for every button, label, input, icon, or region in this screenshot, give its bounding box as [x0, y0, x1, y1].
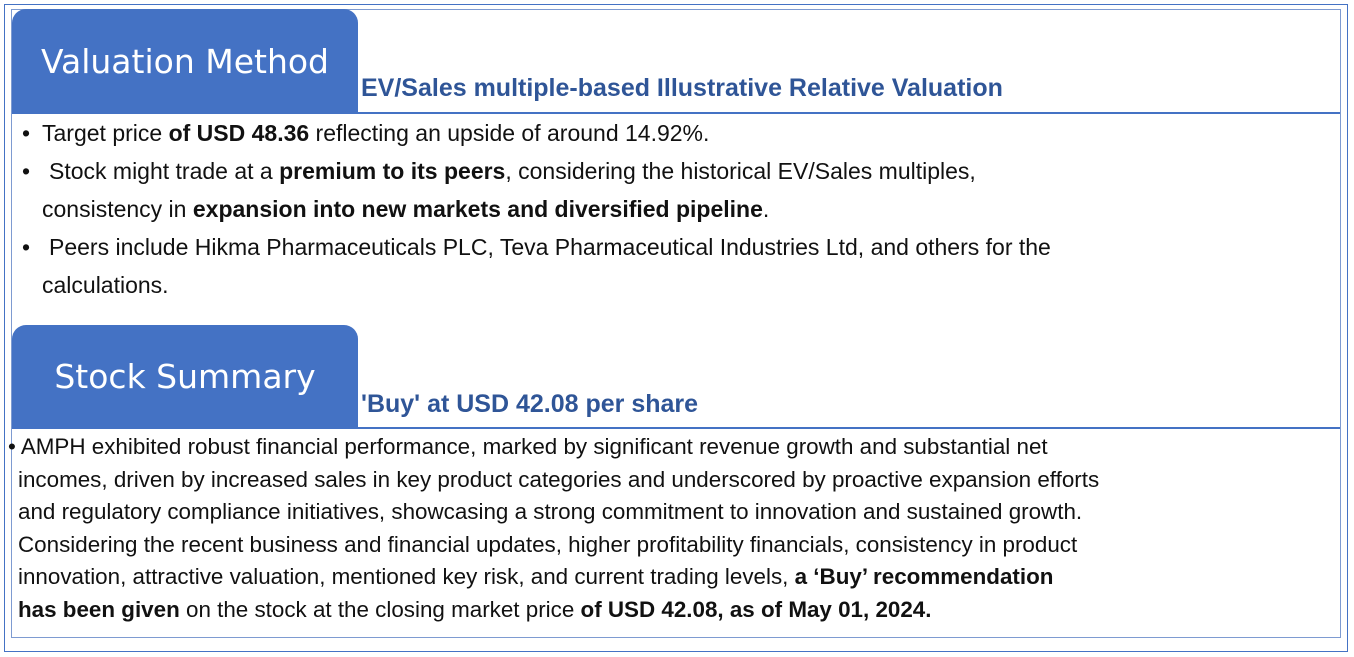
- summary-line: innovation, attractive valuation, mentio…: [18, 564, 1054, 589]
- stock-summary-divider: [12, 427, 1340, 429]
- valuation-bullet-peers: • Peers include Hikma Pharmaceuticals PL…: [22, 228, 1334, 304]
- bullet-text-continued: consistency in expansion into new market…: [42, 196, 770, 222]
- valuation-bullet-list: • Target price of USD 48.36 reflecting a…: [22, 114, 1334, 304]
- valuation-method-tab: Valuation Method: [12, 9, 358, 113]
- summary-line: and regulatory compliance initiatives, s…: [18, 499, 1083, 524]
- bullet-marker: •: [22, 234, 31, 260]
- summary-line: • AMPH exhibited robust financial perfor…: [8, 434, 1048, 459]
- stock-summary-subtitle: 'Buy' at USD 42.08 per share: [361, 390, 699, 418]
- summary-line: Considering the recent business and fina…: [18, 531, 1078, 557]
- stock-summary-paragraph: • AMPH exhibited robust financial perfor…: [8, 431, 1340, 626]
- valuation-subtitle: EV/Sales multiple-based Illustrative Rel…: [361, 74, 1003, 102]
- bullet-text-continued: calculations.: [42, 272, 169, 298]
- outer-frame: [4, 4, 1348, 652]
- summary-line: incomes, driven by increased sales in ke…: [18, 466, 1100, 492]
- bullet-marker: •: [22, 120, 31, 146]
- summary-line: has been given on the stock at the closi…: [18, 596, 932, 622]
- bullet-text: Stock might trade at a premium to its pe…: [49, 158, 976, 184]
- bullet-marker: •: [8, 434, 16, 459]
- bullet-text: Peers include Hikma Pharmaceuticals PLC,…: [49, 234, 1051, 260]
- inner-frame: [11, 9, 1341, 638]
- valuation-divider: [12, 112, 1340, 114]
- valuation-bullet-premium: • Stock might trade at a premium to its …: [22, 152, 1334, 228]
- stock-summary-tab: Stock Summary: [12, 325, 358, 427]
- valuation-method-title: Valuation Method: [40, 41, 329, 81]
- bullet-marker: •: [22, 158, 31, 184]
- bullet-text: Target price of USD 48.36 reflecting an …: [42, 120, 710, 146]
- stock-summary-title: Stock Summary: [54, 356, 316, 396]
- valuation-bullet-target-price: • Target price of USD 48.36 reflecting a…: [22, 114, 1334, 152]
